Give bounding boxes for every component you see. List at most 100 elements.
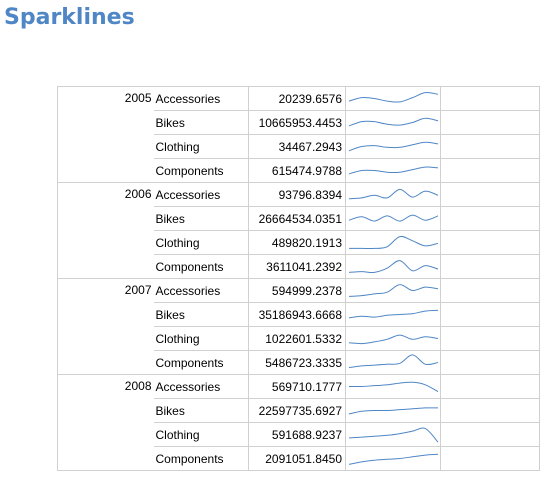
table-row: Bikes 22597735.6927: [58, 398, 540, 423]
category-cell: Accessories: [153, 86, 249, 111]
empty-cell: [440, 110, 540, 135]
sparkline-chart: [348, 284, 439, 297]
sparkline-series: [348, 284, 439, 297]
category-cell: Accessories: [153, 182, 249, 207]
empty-cell: [440, 398, 540, 423]
sparkline-cell: [345, 374, 441, 399]
value-cell: 3611041.2392: [248, 254, 346, 279]
value-cell: 489820.1913: [248, 230, 346, 255]
sparkline-series: [348, 381, 439, 393]
table-row: Bikes 35186943.6668: [58, 302, 540, 327]
table-row: Clothing 34467.2943: [58, 134, 540, 159]
sparkline-series: [348, 407, 439, 415]
sparkline-report-table: 2005 Accessories 20239.6576 Bikes 10665953.4…: [57, 86, 540, 471]
table-row: Components 615474.9788: [58, 158, 540, 183]
sparkline-cell: [345, 398, 441, 423]
sparkline-cell: [345, 278, 441, 303]
sparkline-cell: [345, 182, 441, 207]
sparkline-chart: [348, 381, 439, 393]
sparkline-chart: [348, 427, 439, 443]
sparkline-cell: [345, 254, 441, 279]
table-row: Bikes 26664534.0351: [58, 206, 540, 231]
category-cell: Bikes: [153, 398, 249, 423]
sparkline-cell: [345, 158, 441, 183]
table-row: 2008 Accessories 569710.1777: [57, 374, 540, 471]
sparkline-series: [348, 334, 439, 345]
sparkline-series: [348, 117, 439, 127]
table-row: Clothing 591688.9237: [58, 422, 540, 447]
report-body: 2005 Accessories 20239.6576 Bikes 10665953.4…: [57, 86, 540, 471]
sparkline-series: [349, 235, 439, 250]
sparkline-chart: [348, 117, 439, 127]
sparkline-cell: [345, 350, 441, 375]
table-row: Clothing 489820.1913: [58, 230, 540, 255]
value-cell: 1022601.5332: [248, 326, 346, 351]
sparkline-series: [348, 91, 439, 103]
sparkline-series: [348, 260, 439, 274]
empty-cell: [440, 86, 540, 111]
empty-cell: [440, 350, 540, 375]
sparkline-series: [348, 141, 439, 152]
value-cell: 22597735.6927: [248, 398, 346, 423]
empty-cell: [440, 134, 540, 159]
year-cell: 2005: [57, 86, 154, 183]
table-row: 2007 Accessories 594999.2378: [57, 278, 540, 375]
sparkline-series: [348, 427, 439, 443]
category-cell: Bikes: [153, 302, 249, 327]
sparkline-cell: [345, 230, 441, 255]
year-cell: 2007: [57, 278, 154, 375]
empty-cell: [440, 326, 540, 351]
table-row: Clothing 1022601.5332: [58, 326, 540, 351]
sparkline-chart: [348, 260, 439, 274]
category-cell: Components: [153, 350, 249, 375]
sparkline-cell: [345, 206, 441, 231]
sparkline-cell: [345, 422, 441, 447]
sparkline-chart: [348, 188, 439, 200]
category-cell: Clothing: [153, 230, 249, 255]
sparkline-cell: [345, 446, 441, 471]
sparkline-chart: [348, 309, 439, 319]
category-cell: Clothing: [153, 326, 249, 351]
sparkline-cell: [345, 110, 441, 135]
category-cell: Components: [153, 158, 249, 183]
sparkline-chart: [348, 354, 439, 369]
sparkline-cell: [345, 86, 441, 111]
sparkline-chart: [348, 91, 439, 103]
empty-cell: [440, 446, 540, 471]
category-cell: Clothing: [153, 422, 249, 447]
year-cell: 2008: [57, 374, 154, 471]
sparkline-chart: [348, 166, 439, 175]
category-cell: Components: [153, 446, 249, 471]
sparkline-cell: [345, 302, 441, 327]
value-cell: 10665953.4453: [248, 110, 346, 135]
empty-cell: [440, 254, 540, 279]
sparkline-cell: [345, 326, 441, 351]
empty-cell: [440, 158, 540, 183]
sparkline-chart: [348, 141, 439, 152]
category-cell: Bikes: [153, 206, 249, 231]
empty-cell: [440, 230, 540, 255]
table-row: 2005 Accessories 20239.6576: [57, 86, 540, 183]
value-cell: 5486723.3335: [248, 350, 346, 375]
sparkline-series: [348, 166, 439, 175]
empty-cell: [440, 374, 540, 399]
sparkline-series: [348, 309, 439, 319]
sparkline-cell: [345, 134, 441, 159]
value-cell: 35186943.6668: [248, 302, 346, 327]
table-row: Components 2091051.8450: [58, 446, 540, 471]
sparkline-chart: [348, 453, 439, 465]
empty-cell: [440, 302, 540, 327]
empty-cell: [440, 206, 540, 231]
value-cell: 20239.6576: [248, 86, 346, 111]
empty-cell: [440, 278, 540, 303]
value-cell: 591688.9237: [248, 422, 346, 447]
category-cell: Bikes: [153, 110, 249, 135]
category-cell: Components: [153, 254, 249, 279]
table-row: 2006 Accessories 93796.8394: [57, 182, 540, 279]
value-cell: 2091051.8450: [248, 446, 346, 471]
year-cell: 2006: [57, 182, 154, 279]
category-cell: Accessories: [153, 278, 249, 303]
sparkline-series: [348, 188, 439, 200]
value-cell: 615474.9788: [248, 158, 346, 183]
sparkline-series: [348, 453, 439, 465]
